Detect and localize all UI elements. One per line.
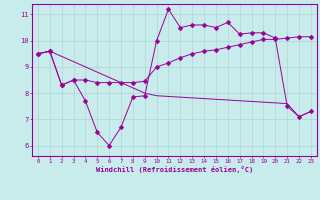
X-axis label: Windchill (Refroidissement éolien,°C): Windchill (Refroidissement éolien,°C) — [96, 166, 253, 173]
